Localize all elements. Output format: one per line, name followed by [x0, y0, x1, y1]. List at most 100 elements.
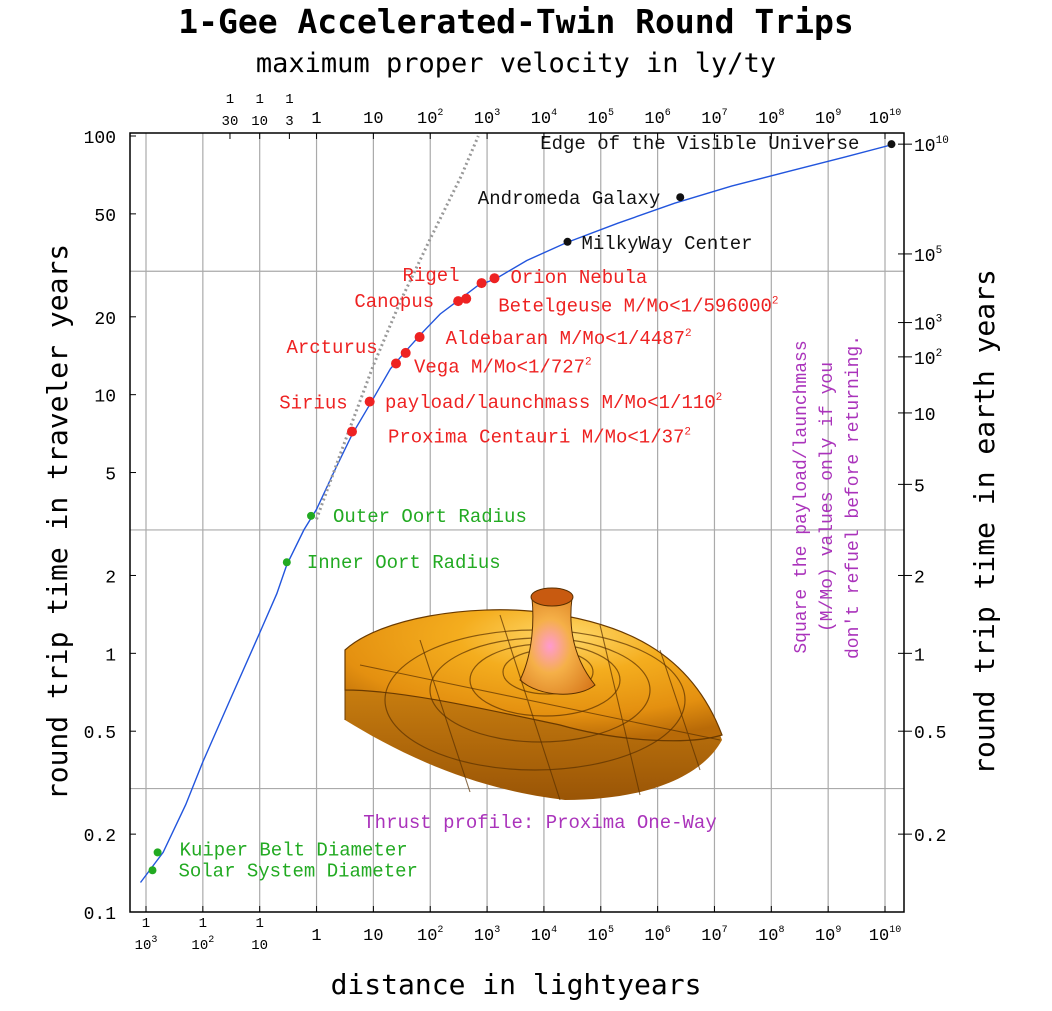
data-point	[414, 332, 425, 343]
data-point	[461, 293, 472, 304]
top-tick-label: 13	[285, 92, 293, 130]
y-tick-label-left: 0.5	[84, 724, 116, 744]
x-tick-label: 105	[588, 925, 614, 946]
data-point	[391, 358, 402, 369]
point-label: Aldebaran M/Mo<1/44872	[446, 328, 692, 350]
thrust-profile-caption: Thrust profile: Proxima One-Way	[363, 812, 716, 834]
top-tick-label: 1010	[869, 108, 901, 129]
y-tick-label-left: 10	[94, 388, 116, 408]
data-point	[400, 347, 411, 358]
tick-denominator: 3	[285, 114, 293, 130]
y-tick-label-left: 0.2	[84, 827, 116, 847]
payload-annotation: payload/launchmass M/Mo<1/1102	[385, 392, 722, 414]
tick-numerator: 1	[255, 92, 263, 108]
y-tick-label-left: 20	[94, 310, 116, 330]
point-label: Kuiper Belt Diameter	[180, 839, 408, 861]
tick-value: 105	[588, 108, 614, 129]
data-point	[153, 848, 162, 857]
tick-value: 10	[363, 927, 383, 946]
top-tick-label: 10	[363, 110, 383, 129]
y-tick-label-left: 100	[84, 129, 116, 149]
tick-value: 103	[474, 925, 500, 946]
note-line: don't refuel before returning.	[844, 335, 864, 659]
tick-value: 1010	[869, 925, 901, 946]
point-label: Solar System Diameter	[178, 860, 417, 882]
round-trip-curve	[139, 144, 892, 883]
point-label: Canopus	[354, 291, 434, 313]
y-tick-label-left: 2	[105, 568, 116, 588]
point-label: Andromeda Galaxy	[478, 188, 660, 210]
thrust-profile-surface	[344, 587, 723, 801]
point-label: Orion Nebula	[510, 267, 647, 289]
data-point	[676, 193, 685, 202]
note-line: Square the payload/launchmass	[792, 340, 812, 653]
top-tick-label: 106	[644, 108, 670, 129]
tick-denominator: 102	[191, 935, 214, 954]
y-tick-label-right: 2	[914, 568, 925, 588]
data-point	[282, 558, 291, 567]
y-tick-label-right: 105	[914, 245, 942, 267]
top-tick-label: 1	[311, 110, 321, 129]
data-point	[364, 396, 375, 407]
tick-value: 104	[531, 925, 557, 946]
x-axis-label: distance in lightyears	[331, 968, 702, 1001]
tick-numerator: 1	[226, 92, 234, 108]
chart-subtitle: maximum proper velocity in ly/ty	[256, 48, 776, 79]
point-label: Outer Oort Radius	[333, 506, 527, 528]
y-tick-label-left: 50	[94, 207, 116, 227]
data-point	[453, 296, 464, 307]
data-point	[489, 273, 500, 284]
y-tick-label-left: 5	[105, 466, 116, 486]
top-tick-label: 102	[417, 108, 443, 129]
top-tick-label: 107	[701, 108, 727, 129]
x-tick-label: 102	[417, 925, 443, 946]
top-tick-label: 108	[758, 108, 784, 129]
data-point	[563, 237, 572, 246]
point-label: Edge of the Visible Universe	[540, 133, 859, 155]
tick-value: 108	[758, 925, 784, 946]
top-tick-label: 104	[531, 108, 557, 129]
data-point	[346, 426, 357, 437]
note-line: (M/Mo) values only if you	[818, 362, 838, 632]
top-tick-label: 130	[222, 92, 239, 130]
data-point	[307, 511, 316, 520]
point-label: Inner Oort Radius	[307, 552, 501, 574]
x-tick-label: 104	[531, 925, 557, 946]
y-tick-label-right: 102	[914, 348, 942, 370]
tick-value: 104	[531, 108, 557, 129]
x-tick-label: 10	[363, 927, 383, 946]
tick-numerator: 1	[142, 916, 150, 932]
y-tick-label-left: 1	[105, 646, 116, 666]
refuel-note: Square the payload/launchmass (M/Mo) valu…	[792, 335, 864, 659]
tick-value: 1	[311, 110, 321, 129]
top-tick-label: 103	[474, 108, 500, 129]
tick-numerator: 1	[199, 916, 207, 932]
x-tick-label: 106	[644, 925, 670, 946]
tick-value: 108	[758, 108, 784, 129]
y-axis-label-left: round trip time in traveler years	[41, 244, 74, 800]
y-tick-label-right: 10	[914, 406, 936, 426]
points	[148, 140, 896, 875]
y-tick-label-right: 1010	[914, 135, 949, 157]
tick-value: 10	[363, 110, 383, 129]
y-tick-label-right: 5	[914, 477, 925, 497]
tick-value: 105	[588, 925, 614, 946]
point-label: Proxima Centauri M/Mo<1/372	[388, 427, 691, 449]
x-tick-label: 110	[251, 916, 268, 954]
x-tick-label: 1010	[869, 925, 901, 946]
data-point	[887, 140, 896, 149]
tick-value: 109	[815, 108, 841, 129]
x-tick-label: 107	[701, 925, 727, 946]
tick-denominator: 30	[222, 114, 239, 130]
point-label: Rigel	[403, 265, 460, 287]
point-label: Betelgeuse M/Mo<1/5960002	[498, 296, 778, 318]
x-tick-label: 108	[758, 925, 784, 946]
top-tick-label: 109	[815, 108, 841, 129]
y-tick-label-right: 1	[914, 646, 925, 666]
tick-denominator: 10	[251, 938, 268, 954]
y-axis-label-right: round trip time in earth years	[968, 269, 1001, 775]
top-tick-label: 105	[588, 108, 614, 129]
tick-value: 102	[417, 108, 443, 129]
